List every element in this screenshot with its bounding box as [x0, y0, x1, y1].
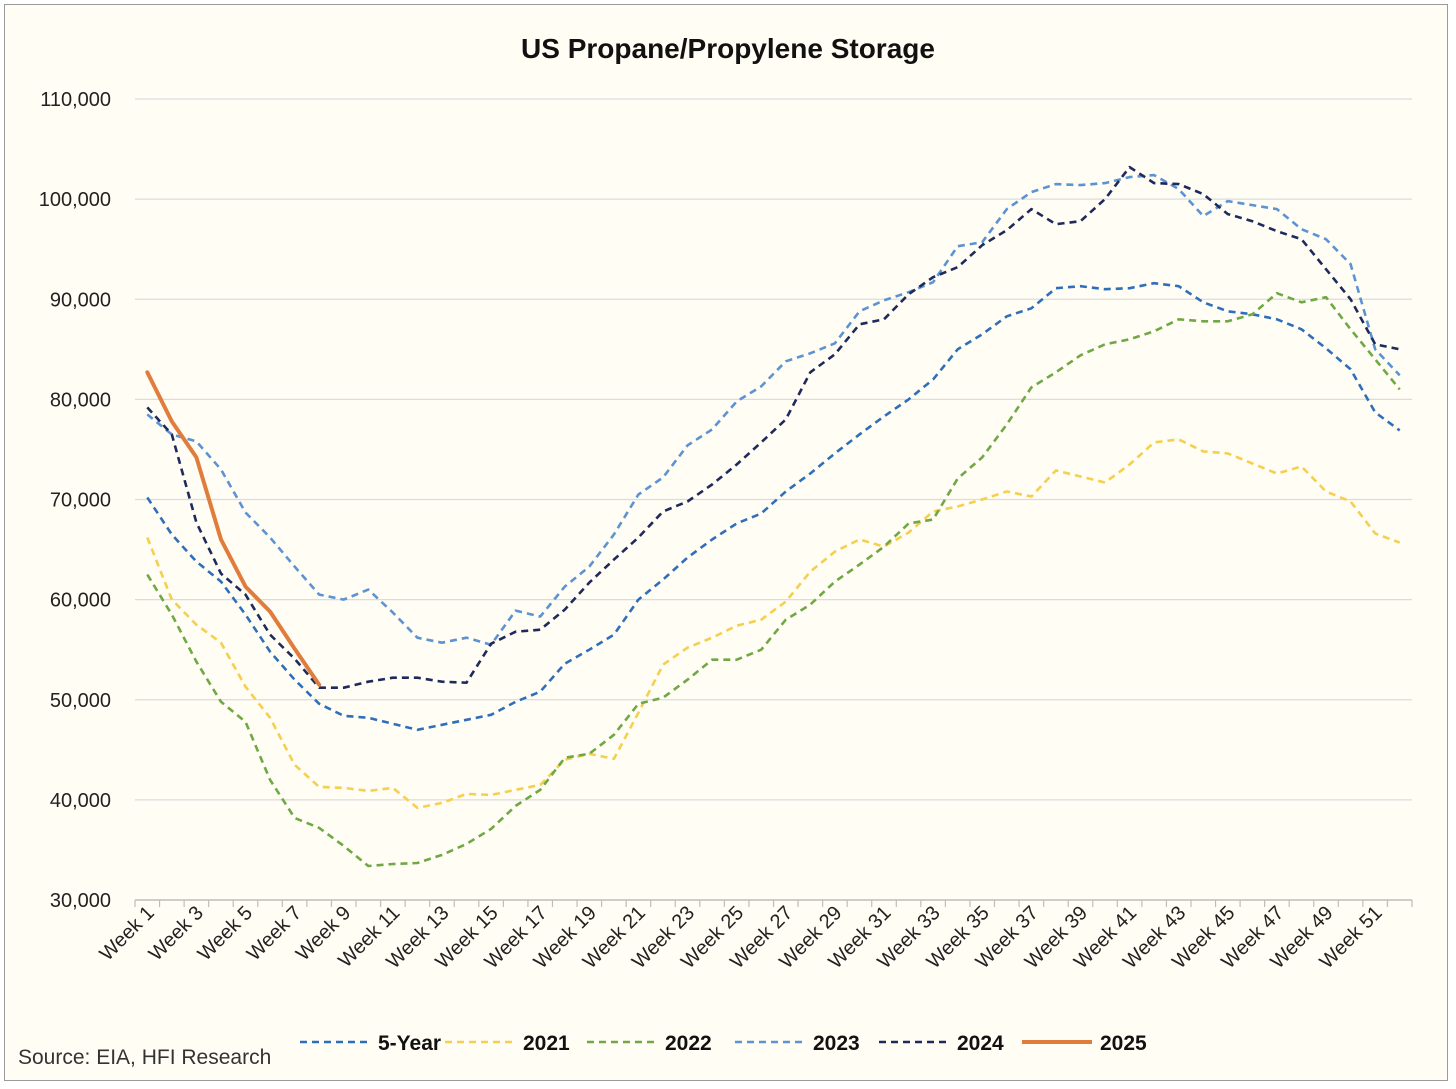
series-line-2021	[146, 438, 1401, 810]
legend-label: 2021	[523, 1032, 570, 1055]
y-tick-label: 40,000	[50, 790, 111, 812]
series-line-2024	[146, 165, 1400, 690]
legend-label: 2024	[957, 1032, 1004, 1055]
chart-frame	[4, 4, 1448, 1081]
y-tick-label: 30,000	[50, 890, 111, 912]
axes	[134, 899, 1413, 907]
series-line-2023	[146, 173, 1401, 647]
legend-label: 2023	[813, 1032, 860, 1055]
series-lines	[145, 165, 1401, 868]
y-tick-label: 50,000	[50, 690, 111, 712]
x-tick-label: Week 5	[194, 902, 257, 965]
legend-label: 5-Year	[378, 1032, 441, 1055]
y-axis-ticks: 30,000 40,000 50,000 60,000 70,000 80,000 90,0…	[39, 89, 111, 912]
chart-title: US Propane/Propylene Storage	[521, 33, 935, 64]
legend-label: 2022	[665, 1032, 712, 1055]
y-tick-label: 80,000	[50, 389, 111, 411]
y-tick-label: 90,000	[50, 289, 111, 311]
legend: 5-Year 2021 2022 2023 2024 2025	[300, 1032, 1147, 1055]
series-line-2022	[146, 291, 1401, 868]
y-tick-label: 60,000	[50, 590, 111, 612]
series-line-2025	[145, 370, 322, 687]
y-tick-label: 100,000	[39, 189, 111, 211]
y-tick-label: 70,000	[50, 490, 111, 512]
x-tick-label: Week 3	[145, 902, 208, 965]
source-note: Source: EIA, HFI Research	[18, 1046, 271, 1069]
series-line-5-year	[146, 281, 1401, 732]
y-tick-label: 110,000	[40, 89, 111, 111]
x-tick-label: Week 7	[243, 902, 306, 965]
legend-label: 2025	[1100, 1032, 1147, 1055]
